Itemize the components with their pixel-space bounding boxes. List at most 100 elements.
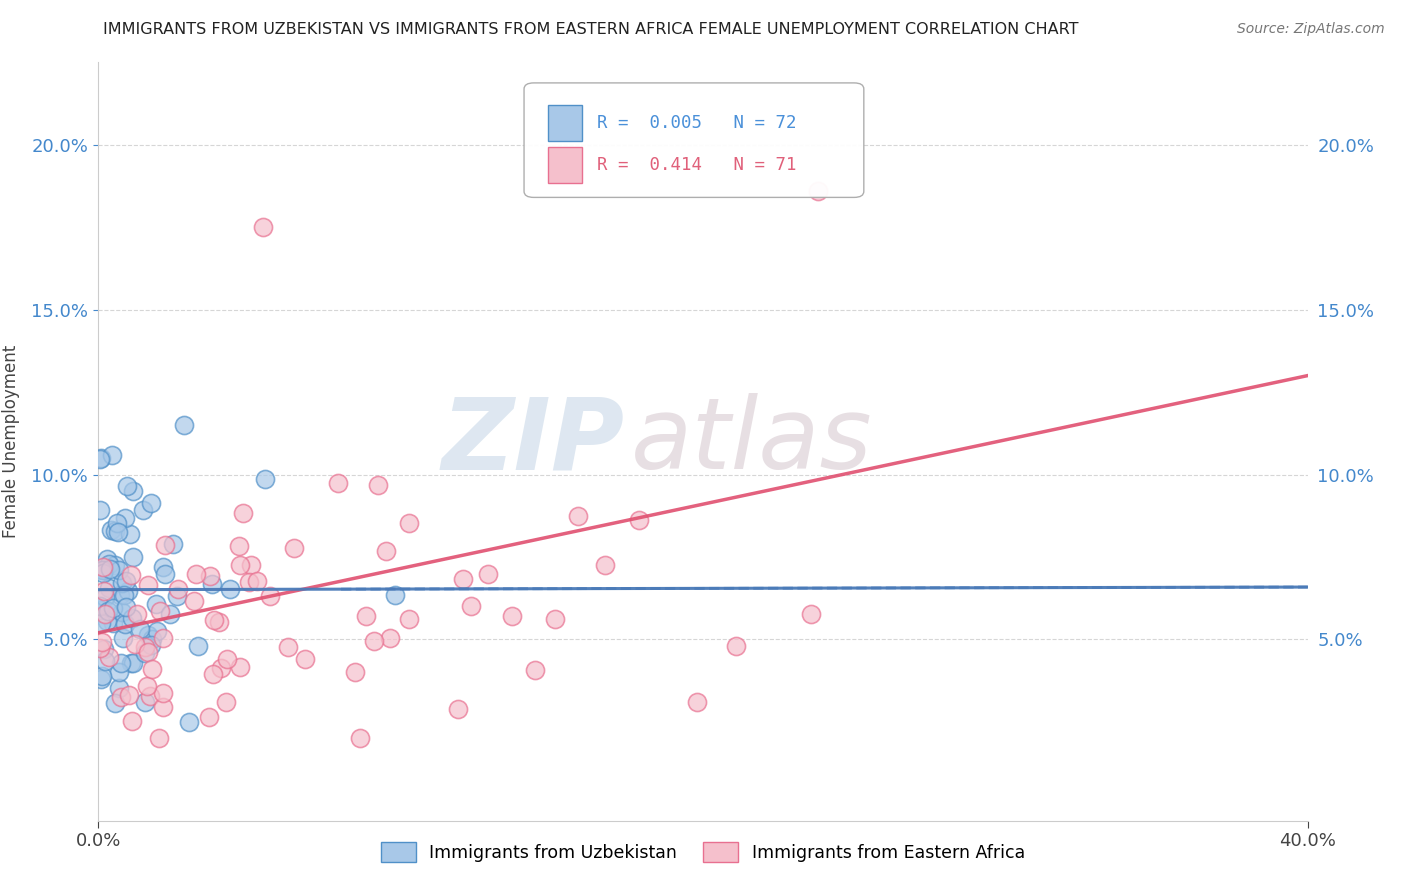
Point: [447, 702, 470, 716]
Point: [112, 631, 135, 645]
Point: [136, 578, 159, 592]
Point: [100, 523, 122, 537]
Point: [544, 612, 567, 626]
Point: [349, 731, 371, 746]
Point: [118, 526, 141, 541]
Point: [208, 615, 231, 629]
Point: [253, 472, 276, 486]
Point: [139, 689, 162, 703]
Point: [162, 537, 184, 551]
Point: [89, 502, 111, 516]
Point: [152, 559, 174, 574]
Point: [97, 649, 120, 664]
Text: R =  0.414   N = 71: R = 0.414 N = 71: [596, 156, 796, 174]
Point: [101, 615, 124, 630]
Point: [166, 582, 188, 596]
Point: [114, 599, 136, 614]
FancyBboxPatch shape: [548, 105, 582, 141]
Point: [90, 616, 112, 631]
Point: [523, 663, 546, 677]
Point: [131, 502, 153, 516]
Point: [91, 668, 114, 682]
Point: [136, 645, 159, 659]
Point: [152, 631, 174, 645]
Point: [91, 559, 114, 574]
Point: [120, 656, 142, 670]
Point: [202, 613, 225, 627]
Point: [103, 524, 125, 538]
Point: [122, 550, 145, 565]
Point: [108, 665, 131, 680]
Point: [139, 638, 162, 652]
Point: [96, 552, 118, 566]
Point: [328, 475, 350, 490]
Point: [122, 657, 145, 671]
Point: [117, 583, 139, 598]
Point: [93, 641, 115, 656]
Point: [108, 588, 131, 602]
Point: [93, 583, 115, 598]
Point: [219, 582, 242, 597]
Point: [363, 634, 385, 648]
Point: [200, 569, 222, 583]
Point: [139, 496, 162, 510]
Text: R =  0.005   N = 72: R = 0.005 N = 72: [596, 114, 796, 132]
Point: [98, 562, 121, 576]
Point: [94, 654, 117, 668]
Point: [215, 651, 238, 665]
Point: [367, 477, 389, 491]
Point: [209, 660, 232, 674]
Point: [101, 600, 124, 615]
Point: [121, 483, 143, 498]
Point: [152, 700, 174, 714]
Point: [238, 575, 260, 590]
Point: [97, 604, 120, 618]
Point: [593, 558, 616, 573]
Point: [107, 524, 129, 539]
Text: Source: ZipAtlas.com: Source: ZipAtlas.com: [1237, 22, 1385, 37]
Point: [148, 731, 170, 746]
Point: [398, 612, 420, 626]
Point: [501, 609, 523, 624]
Point: [239, 558, 262, 572]
Point: [105, 516, 128, 530]
Point: [129, 623, 152, 637]
Point: [114, 616, 136, 631]
Point: [104, 558, 127, 573]
Point: [121, 611, 143, 625]
Point: [166, 589, 188, 603]
Point: [107, 681, 129, 696]
Point: [121, 714, 143, 728]
Point: [104, 696, 127, 710]
Point: [152, 686, 174, 700]
Point: [98, 582, 121, 596]
Text: atlas: atlas: [630, 393, 872, 490]
FancyBboxPatch shape: [524, 83, 863, 197]
Point: [96, 614, 118, 628]
Point: [283, 541, 305, 555]
Point: [398, 516, 420, 531]
Point: [91, 566, 114, 581]
Point: [146, 624, 169, 638]
Point: [384, 588, 406, 602]
Point: [90, 634, 112, 648]
Point: [807, 184, 830, 198]
Point: [90, 672, 112, 686]
Text: ZIP: ZIP: [441, 393, 624, 490]
Point: [179, 714, 201, 729]
Point: [173, 418, 195, 433]
Point: [229, 558, 252, 573]
Point: [201, 666, 224, 681]
Point: [89, 599, 111, 613]
Point: [90, 450, 112, 465]
Point: [118, 688, 141, 702]
Point: [277, 640, 299, 655]
Point: [110, 690, 132, 704]
Point: [136, 628, 159, 642]
Point: [114, 511, 136, 525]
Point: [159, 607, 181, 621]
Point: [134, 646, 156, 660]
Point: [229, 660, 252, 674]
Point: [145, 598, 167, 612]
Point: [246, 574, 269, 589]
